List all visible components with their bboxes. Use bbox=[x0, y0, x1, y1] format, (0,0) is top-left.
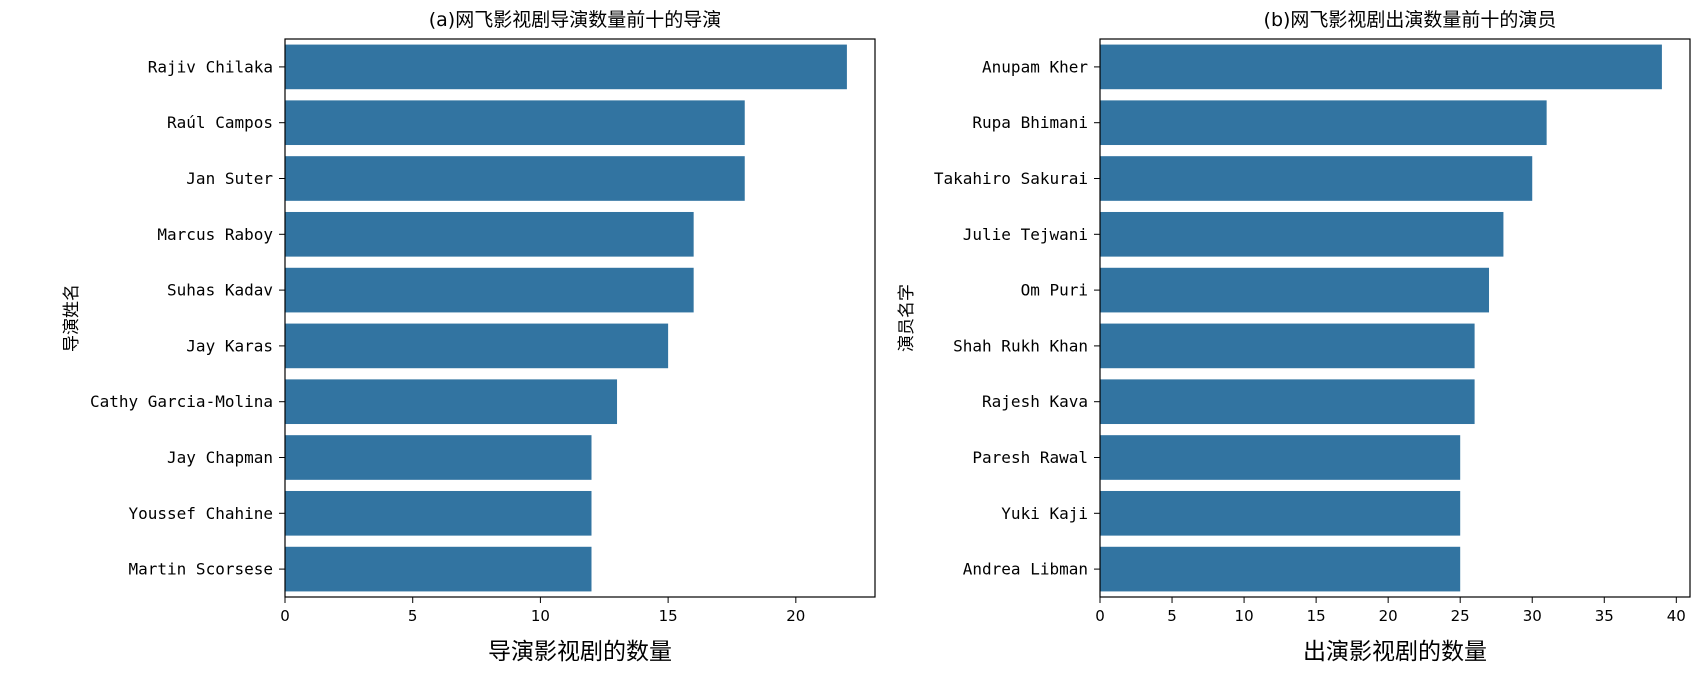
chart-b-bar bbox=[1100, 491, 1460, 536]
chart-a-bar bbox=[285, 379, 617, 424]
chart-a-title: (a)网飞影视剧导演数量前十的导演 bbox=[429, 9, 721, 31]
chart-a-x-tick-label: 20 bbox=[786, 607, 805, 625]
chart-b-x-tick-label: 0 bbox=[1095, 607, 1105, 625]
chart-b-category-label: Rajesh Kava bbox=[982, 392, 1088, 411]
chart-a-x-axis-label: 导演影视剧的数量 bbox=[488, 639, 672, 665]
chart-a-x-tick-label: 0 bbox=[280, 607, 290, 625]
chart-b-bar bbox=[1100, 268, 1489, 313]
chart-a-category-label: Jan Suter bbox=[186, 169, 273, 188]
chart-a-bar bbox=[285, 268, 694, 313]
chart-a-x-tick-label: 15 bbox=[659, 607, 678, 625]
chart-b-title: (b)网飞影视剧出演数量前十的演员 bbox=[1264, 9, 1557, 31]
chart-b-bar bbox=[1100, 324, 1475, 369]
chart-a-bar bbox=[285, 491, 591, 536]
chart-b-bar bbox=[1100, 435, 1460, 480]
chart-a-x-tick-label: 5 bbox=[408, 607, 418, 625]
chart-b-bar bbox=[1100, 100, 1547, 145]
chart-b-x-tick-label: 40 bbox=[1667, 607, 1686, 625]
chart-a-category-label: Marcus Raboy bbox=[157, 225, 273, 244]
chart-b-category-label: Yuki Kaji bbox=[1001, 504, 1088, 523]
chart-a-category-label: Jay Chapman bbox=[167, 448, 273, 467]
chart-b-bar bbox=[1100, 212, 1503, 257]
chart-b-category-label: Shah Rukh Khan bbox=[953, 336, 1088, 355]
chart-a-category-label: Jay Karas bbox=[186, 336, 273, 355]
chart-a-category-label: Martin Scorsese bbox=[129, 560, 274, 579]
chart-a-category-label: Youssef Chahine bbox=[129, 504, 274, 523]
chart-b-x-tick-label: 35 bbox=[1595, 607, 1614, 625]
chart-a-bar bbox=[285, 547, 591, 592]
chart-b-x-tick-label: 20 bbox=[1379, 607, 1398, 625]
chart-b-category-label: Julie Tejwani bbox=[963, 225, 1088, 244]
chart-a-bar bbox=[285, 435, 591, 480]
chart-a-bar bbox=[285, 212, 694, 257]
chart-b-y-axis-label: 演员名字 bbox=[897, 284, 917, 352]
chart-b-category-label: Andrea Libman bbox=[963, 560, 1088, 579]
chart-b-x-tick-label: 25 bbox=[1451, 607, 1470, 625]
chart-b-category-label: Takahiro Sakurai bbox=[934, 169, 1088, 188]
chart-b-category-label: Paresh Rawal bbox=[972, 448, 1088, 467]
chart-b-bar bbox=[1100, 156, 1532, 201]
chart-a-x-tick-label: 10 bbox=[531, 607, 550, 625]
chart-b-category-label: Om Puri bbox=[1021, 281, 1088, 300]
chart-a-category-label: Rajiv Chilaka bbox=[148, 57, 273, 76]
chart-b-x-axis-label: 出演影视剧的数量 bbox=[1303, 639, 1487, 665]
chart-a-category-label: Cathy Garcia-Molina bbox=[90, 392, 273, 411]
chart-b-bar bbox=[1100, 379, 1475, 424]
chart-a-category-label: Raúl Campos bbox=[167, 113, 273, 132]
chart-b-bar bbox=[1100, 547, 1460, 592]
chart-a-bar bbox=[285, 45, 847, 90]
chart-a-bar bbox=[285, 156, 745, 201]
chart-a-bar bbox=[285, 100, 745, 145]
chart-b-x-tick-label: 30 bbox=[1523, 607, 1542, 625]
chart-b-x-tick-label: 5 bbox=[1167, 607, 1177, 625]
chart-a-y-axis-label: 导演姓名 bbox=[62, 284, 82, 352]
chart-b-bar bbox=[1100, 45, 1662, 90]
chart-a-bar bbox=[285, 324, 668, 369]
chart-b-category-label: Anupam Kher bbox=[982, 57, 1088, 76]
chart-a-category-label: Suhas Kadav bbox=[167, 281, 273, 300]
chart-b-category-label: Rupa Bhimani bbox=[972, 113, 1088, 132]
chart-b-x-tick-label: 15 bbox=[1307, 607, 1326, 625]
chart-b-x-tick-label: 10 bbox=[1235, 607, 1254, 625]
